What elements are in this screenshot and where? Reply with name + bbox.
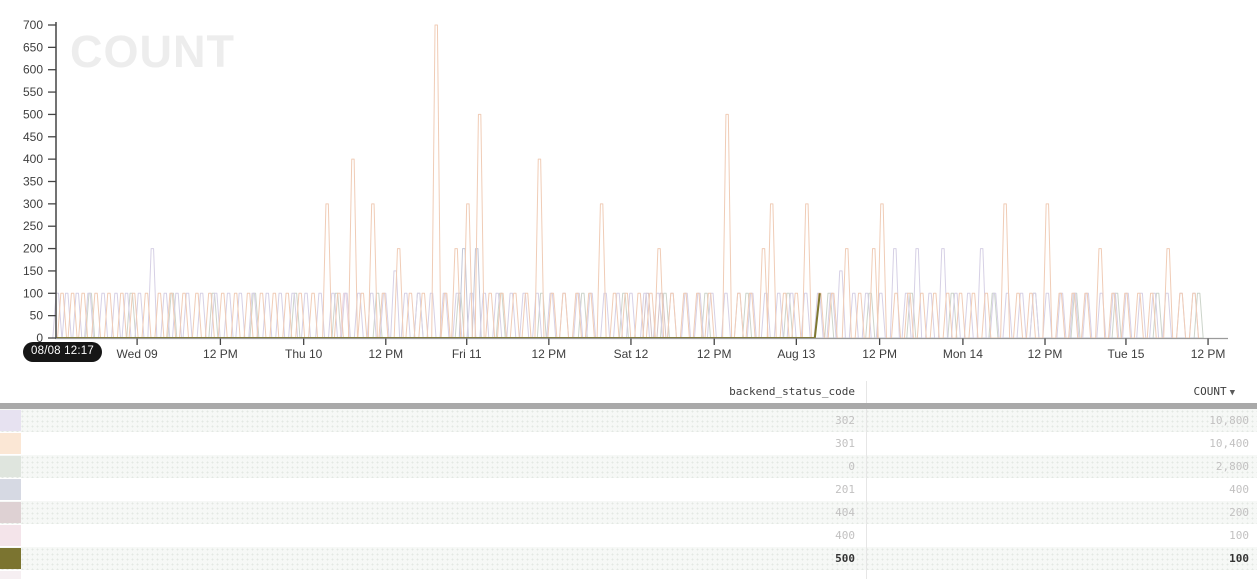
x-tick-label: 12 PM <box>862 347 897 361</box>
partial-next-row <box>0 570 1257 579</box>
column-divider <box>866 381 867 579</box>
y-tick-label: 400 <box>23 152 43 166</box>
x-tick-label: 12 PM <box>1028 347 1063 361</box>
count-cell: 10,400 <box>1209 437 1249 450</box>
y-tick-label: 0 <box>36 331 43 345</box>
timeseries-chart[interactable]: COUNT 700 650 600 550 500 450 400 350 300 250 200 1… <box>0 0 1257 372</box>
count-cell: 100 <box>1229 552 1249 565</box>
series-swatch <box>0 571 21 579</box>
chart-plot-area[interactable]: 7006506005505004504003503002502001501005… <box>0 0 1257 372</box>
column-header-count[interactable]: COUNT ▼ <box>866 385 1257 398</box>
table-row-404[interactable]: 404 200 <box>0 501 1257 524</box>
series-swatch <box>0 502 21 523</box>
sort-desc-icon: ▼ <box>1229 388 1235 398</box>
x-tick-label: Wed 09 <box>117 347 158 361</box>
status-code-cell: 404 <box>835 506 855 519</box>
series-swatch <box>0 410 21 431</box>
y-tick-label: 200 <box>23 242 43 256</box>
y-tick-label: 150 <box>23 264 43 278</box>
y-tick-label: 600 <box>23 63 43 77</box>
y-tick-label: 550 <box>23 85 43 99</box>
x-tick-label: Aug 13 <box>777 347 815 361</box>
y-tick-label: 250 <box>23 219 43 233</box>
chart-watermark: COUNT <box>70 26 235 77</box>
x-tick-label: Sat 12 <box>614 347 649 361</box>
time-cursor-badge: 08/08 12:17 <box>23 342 102 362</box>
status-code-cell: 0 <box>848 460 855 473</box>
count-cell: 400 <box>1229 483 1249 496</box>
table-row-302[interactable]: 302 10,800 <box>0 409 1257 432</box>
table-body: 302 10,800 301 10,400 0 2,800 201 400 404 200 400 1… <box>0 409 1257 570</box>
series-swatch <box>0 456 21 477</box>
table-row-400[interactable]: 400 100 <box>0 524 1257 547</box>
series-line-301 <box>56 24 1200 339</box>
status-code-cell: 302 <box>835 414 855 427</box>
results-table: backend_status_code COUNT ▼ 302 10,800 301 1… <box>0 381 1257 579</box>
table-header-row: backend_status_code COUNT ▼ <box>0 381 1257 403</box>
y-tick-label: 450 <box>23 130 43 144</box>
count-cell: 200 <box>1229 506 1249 519</box>
table-row-0[interactable]: 0 2,800 <box>0 455 1257 478</box>
y-tick-label: 500 <box>23 107 43 121</box>
x-tick-label: Thu 10 <box>285 347 323 361</box>
horizontal-scrollbar[interactable] <box>0 403 1257 409</box>
y-tick-label: 350 <box>23 175 43 189</box>
y-tick-label: 650 <box>23 40 43 54</box>
table-row-500[interactable]: 500 100 <box>0 547 1257 570</box>
y-tick-label: 700 <box>23 18 43 32</box>
count-cell: 2,800 <box>1215 460 1249 473</box>
x-tick-label: Tue 15 <box>1107 347 1144 361</box>
x-tick-label: 12 PM <box>1191 347 1226 361</box>
series-swatch <box>0 479 21 500</box>
status-code-cell: 400 <box>835 529 855 542</box>
x-tick-label: 12 PM <box>203 347 238 361</box>
x-tick-label: Mon 14 <box>943 347 983 361</box>
x-tick-label: 12 PM <box>697 347 732 361</box>
count-header-label: COUNT <box>1193 385 1227 398</box>
series-line-302 <box>52 248 1200 339</box>
status-code-cell: 500 <box>835 552 855 565</box>
table-row-301[interactable]: 301 10,400 <box>0 432 1257 455</box>
status-code-cell: 301 <box>835 437 855 450</box>
series-swatch <box>0 548 21 569</box>
y-tick-label: 100 <box>23 286 43 300</box>
y-tick-label: 300 <box>23 197 43 211</box>
y-tick-label: 50 <box>30 309 44 323</box>
column-header-backend-status-code[interactable]: backend_status_code <box>729 385 855 398</box>
table-row-201[interactable]: 201 400 <box>0 478 1257 501</box>
series-swatch <box>0 433 21 454</box>
status-code-cell: 201 <box>835 483 855 496</box>
x-tick-label: 12 PM <box>368 347 403 361</box>
x-tick-label: Fri 11 <box>452 347 482 361</box>
count-cell: 100 <box>1229 529 1249 542</box>
series-swatch <box>0 525 21 546</box>
count-cell: 10,800 <box>1209 414 1249 427</box>
x-tick-label: 12 PM <box>531 347 566 361</box>
